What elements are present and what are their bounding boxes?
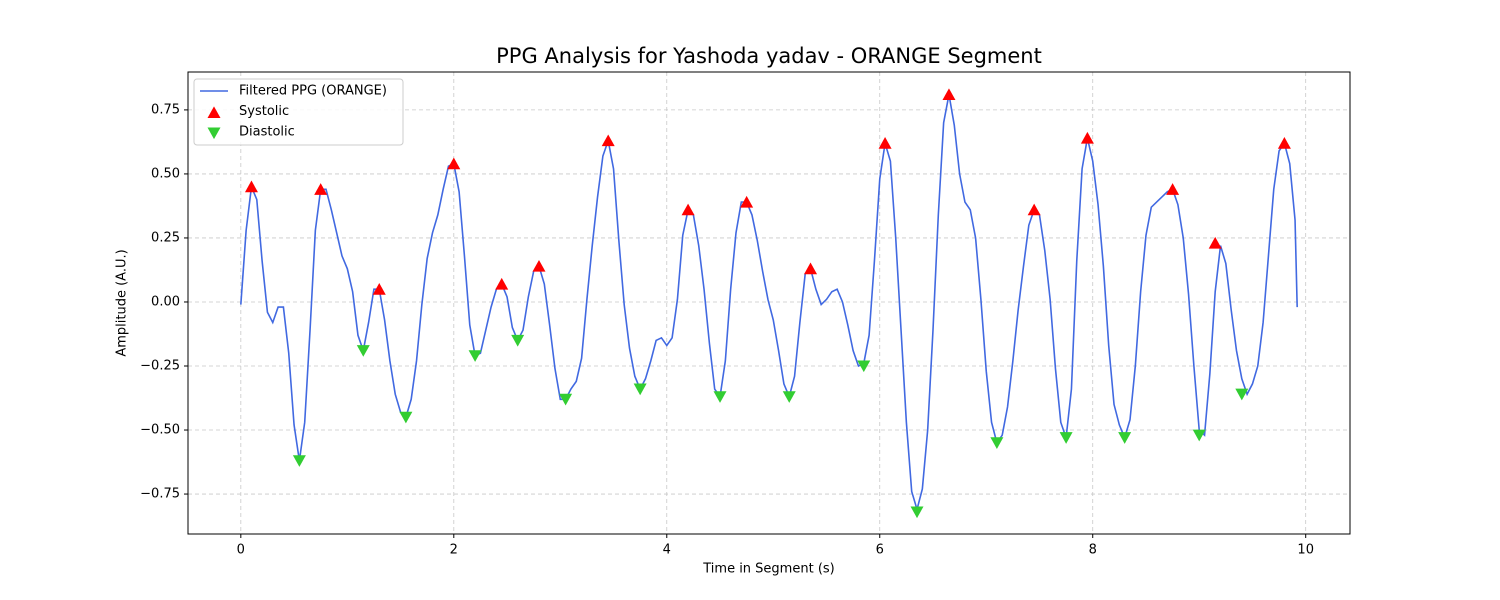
systolic-marker bbox=[532, 259, 546, 272]
diastolic-marker bbox=[511, 334, 525, 347]
plot-frame bbox=[187, 71, 1351, 535]
systolic-marker bbox=[372, 282, 386, 295]
x-axis-label: Time in Segment (s) bbox=[702, 562, 834, 577]
systolic-marker bbox=[740, 195, 754, 208]
systolic-marker bbox=[447, 157, 461, 170]
systolic-marker bbox=[601, 134, 615, 147]
diastolic-marker bbox=[910, 506, 924, 519]
diastolic-marker bbox=[633, 383, 647, 396]
systolic-marker bbox=[804, 262, 818, 275]
diastolic-marker bbox=[1235, 388, 1249, 401]
diastolic-marker bbox=[1118, 432, 1132, 444]
y-tick-label: −0.75 bbox=[140, 487, 180, 502]
y-tick-label: 0.00 bbox=[151, 294, 180, 309]
legend-label: Filtered PPG (ORANGE) bbox=[239, 84, 387, 99]
legend-swatch bbox=[207, 106, 221, 119]
y-tick-label: −0.25 bbox=[140, 359, 180, 374]
systolic-marker bbox=[681, 203, 695, 216]
diastolic-marker bbox=[559, 393, 573, 406]
systolic-marker bbox=[1080, 131, 1094, 144]
x-tick-label: 10 bbox=[1297, 543, 1314, 558]
diastolic-marker bbox=[990, 437, 1004, 450]
x-tick-label: 8 bbox=[1089, 543, 1097, 558]
y-tick-label: 0.50 bbox=[151, 166, 180, 181]
x-tick-label: 4 bbox=[663, 543, 671, 558]
systolic-marker bbox=[1277, 137, 1291, 149]
diastolic-marker bbox=[713, 391, 727, 403]
chart-title: PPG Analysis for Yashoda yadav - ORANGE … bbox=[496, 44, 1042, 68]
diastolic-marker bbox=[857, 360, 871, 373]
diastolic-marker bbox=[1059, 432, 1073, 444]
systolic-marker bbox=[314, 183, 328, 195]
legend-swatch bbox=[207, 127, 221, 140]
y-tick-label: 0.25 bbox=[151, 230, 180, 245]
systolic-marker bbox=[244, 180, 258, 193]
diastolic-marker bbox=[356, 345, 370, 357]
legend-label: Systolic bbox=[239, 104, 289, 119]
y-axis-label: Amplitude (A.U.) bbox=[115, 249, 130, 356]
systolic-marker bbox=[1166, 183, 1180, 195]
y-tick-label: −0.50 bbox=[140, 423, 180, 438]
diastolic-marker bbox=[292, 455, 306, 467]
systolic-marker bbox=[1027, 203, 1041, 216]
systolic-marker bbox=[495, 277, 509, 290]
x-tick-label: 2 bbox=[450, 543, 458, 558]
systolic-marker bbox=[878, 137, 892, 149]
diastolic-marker bbox=[1192, 429, 1206, 442]
diastolic-marker bbox=[399, 411, 413, 424]
systolic-marker bbox=[942, 88, 956, 101]
diastolic-marker bbox=[782, 391, 796, 403]
systolic-marker bbox=[1208, 236, 1222, 249]
legend-box bbox=[193, 78, 404, 146]
x-tick-label: 6 bbox=[876, 543, 884, 558]
diastolic-marker bbox=[468, 350, 482, 362]
x-tick-label: 0 bbox=[237, 543, 245, 558]
y-tick-label: 0.75 bbox=[151, 102, 180, 117]
legend-label: Diastolic bbox=[239, 125, 295, 140]
